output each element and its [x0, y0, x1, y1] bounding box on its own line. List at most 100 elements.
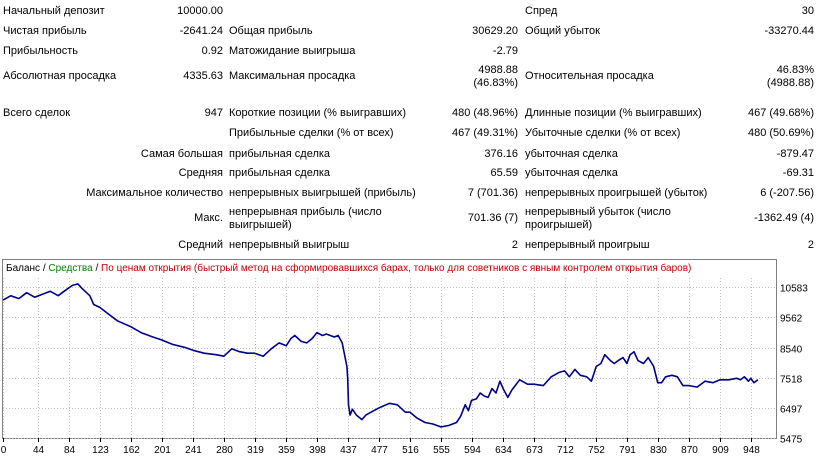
max-consec-profit-label-2: выигрышей) [229, 219, 292, 231]
rel-drawdown-value: (4988.88) [766, 77, 814, 89]
deposit-value: 10000.00 [177, 5, 223, 17]
max-consec-profit-label: непрерывная прибыль (число [229, 206, 382, 218]
largest-profit-value: 376.16 [484, 148, 518, 160]
expected-payoff-value: -2.79 [492, 45, 518, 57]
x-tick-label: 948 [743, 445, 760, 456]
spread-label: Спред [525, 5, 558, 17]
x-tick-label: 437 [340, 445, 357, 456]
x-tick-label: 634 [495, 445, 512, 456]
x-tick-label: 319 [247, 445, 264, 456]
x-tick-label: 280 [216, 445, 233, 456]
short-positions-value: 480 (48.96%) [451, 107, 518, 119]
loss-trades-value: 480 (50.69%) [747, 127, 814, 139]
net-profit-value: -2641.24 [179, 25, 223, 37]
x-tick-label: 162 [123, 445, 140, 456]
x-tick-label: 0 [1, 445, 7, 456]
avg-label: Средний [178, 239, 223, 251]
average-profit-label: прибыльная сделка [229, 167, 331, 179]
y-tick-label: 10583 [780, 284, 808, 295]
max-count-label: Максимальное количество [86, 187, 223, 199]
x-tick-label: 477 [371, 445, 388, 456]
max-consec-loss-label: непрерывный убыток (число [525, 206, 671, 218]
max-drawdown-value: 4988.88 [478, 64, 518, 76]
legend-separator-1: / [40, 263, 49, 274]
legend-separator-2: / [92, 263, 102, 274]
profit-factor-value: 0.92 [201, 45, 223, 57]
net-profit-label: Чистая прибыль [3, 25, 87, 37]
average-label: Средняя [178, 167, 223, 179]
x-tick-label: 830 [650, 445, 667, 456]
chart-legend: Баланс / Средства / По ценам открытия (б… [6, 263, 691, 274]
gross-profit-value: 30629.20 [472, 25, 518, 37]
chart-frame [2, 259, 777, 439]
expected-payoff-label: Матожидание выигрыша [229, 45, 356, 57]
max-drawdown-percent: (46.83%) [473, 77, 518, 89]
max-drawdown-label: Максимальная просадка [229, 70, 356, 82]
gross-loss-value: -33270.44 [764, 25, 814, 37]
x-tick-label: 870 [681, 445, 698, 456]
gross-loss-label: Общий убыток [525, 25, 600, 37]
max-consec-loss-label-2: проигрышей) [525, 219, 593, 231]
report-stats: Начальный депозит 10000.00 Спред 30 Чист… [3, 5, 814, 251]
max-consec-wins-value: 7 (701.36) [467, 187, 518, 199]
x-tick-label: 909 [712, 445, 729, 456]
balance-series-line [2, 283, 759, 428]
average-loss-label: убыточная сделка [525, 167, 618, 179]
max-consec-loss-value: -1362.49 (4) [754, 212, 814, 224]
y-tick-label: 7518 [780, 375, 803, 386]
x-tick-label: 516 [402, 445, 419, 456]
x-tick-label: 201 [154, 445, 171, 456]
max-label: Макс. [194, 212, 223, 224]
x-tick-label: 791 [619, 445, 636, 456]
largest-label: Самая большая [140, 148, 223, 160]
deposit-label: Начальный депозит [3, 5, 105, 17]
legend-equity: Средства [48, 263, 93, 274]
y-tick-label: 6497 [780, 405, 803, 416]
x-tick-label: 398 [309, 445, 326, 456]
y-tick-label: 8540 [780, 345, 803, 356]
legend-balance: Баланс [6, 263, 41, 274]
x-tick-label: 555 [433, 445, 450, 456]
average-profit-value: 65.59 [490, 167, 518, 179]
total-trades-value: 947 [204, 107, 223, 119]
rel-drawdown-percent: 46.83% [776, 64, 814, 76]
gross-profit-label: Общая прибыль [229, 25, 313, 37]
x-tick-label: 712 [557, 445, 574, 456]
rel-drawdown-label: Относительная просадка [525, 70, 654, 82]
total-trades-label: Всего сделок [3, 107, 71, 119]
avg-consec-wins-label: непрерывный выигрыш [229, 239, 350, 251]
largest-loss-value: -879.47 [776, 148, 814, 160]
profit-trades-label: Прибыльные сделки (% от всех) [229, 127, 394, 139]
x-tick-label: 84 [64, 445, 76, 456]
legend-mode: По ценам открытия (быстрый метод на сфор… [101, 263, 692, 274]
max-consec-losses-label: непрерывных проигрышей (убыток) [525, 187, 708, 199]
x-tick-label: 359 [278, 445, 295, 456]
spread-value: 30 [801, 5, 814, 17]
short-positions-label: Короткие позиции (% выигравших) [229, 107, 407, 119]
x-tick-label: 123 [92, 445, 109, 456]
y-tick-label: 5475 [780, 435, 803, 446]
long-positions-value: 467 (49.68%) [747, 107, 814, 119]
avg-consec-losses-label: непрерывный проигрыш [525, 239, 650, 251]
abs-drawdown-label: Абсолютная просадка [3, 70, 117, 82]
long-positions-label: Длинные позиции (% выигравших) [525, 107, 702, 119]
avg-consec-losses-value: 2 [807, 239, 814, 251]
max-consec-profit-value: 701.36 (7) [467, 212, 518, 224]
max-consec-wins-label: непрерывных выигрышей (прибыль) [229, 187, 416, 199]
x-tick-label: 673 [526, 445, 543, 456]
profit-trades-value: 467 (49.31%) [451, 127, 518, 139]
profit-factor-label: Прибыльность [3, 45, 78, 57]
max-consec-losses-value: 6 (-207.56) [760, 187, 814, 199]
x-tick-label: 241 [185, 445, 202, 456]
loss-trades-label: Убыточные сделки (% от всех) [525, 127, 681, 139]
largest-profit-label: прибыльная сделка [229, 148, 331, 160]
largest-loss-label: убыточная сделка [525, 148, 618, 160]
x-tick-label: 44 [33, 445, 45, 456]
x-tick-label: 752 [588, 445, 605, 456]
y-tick-label: 9562 [780, 314, 803, 325]
average-loss-value: -69.31 [782, 167, 814, 179]
avg-consec-wins-value: 2 [511, 239, 518, 251]
abs-drawdown-value: 4335.63 [183, 70, 223, 82]
x-tick-label: 594 [464, 445, 481, 456]
